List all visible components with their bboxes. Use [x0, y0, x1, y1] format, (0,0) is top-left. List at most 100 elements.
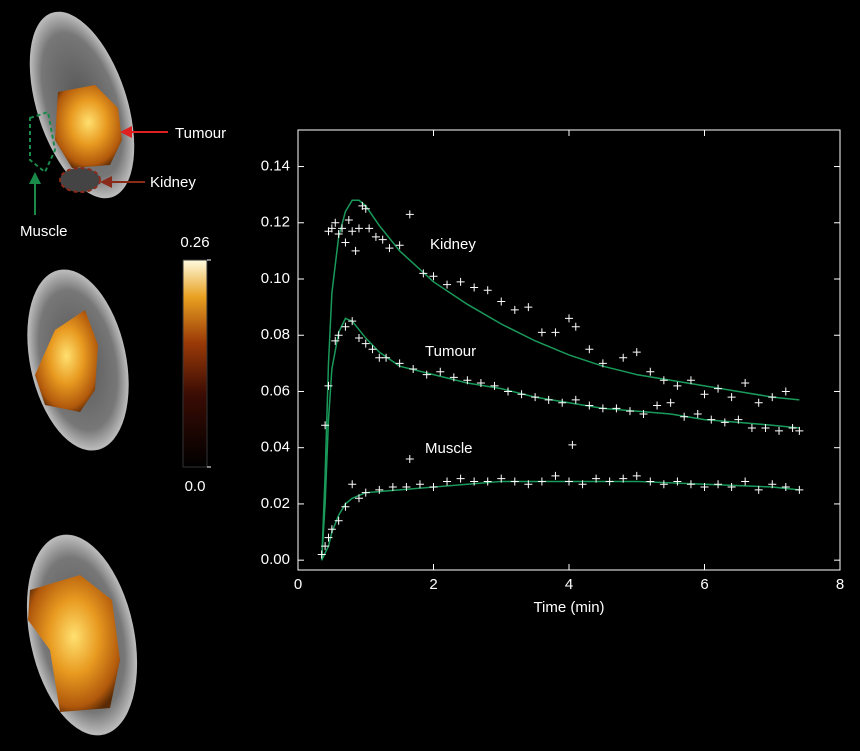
data-point	[646, 367, 655, 376]
y-tick-label: 0.12	[261, 214, 290, 231]
colorbar-label: 0.26	[180, 234, 209, 251]
data-point	[443, 477, 452, 486]
colorbar	[182, 259, 208, 468]
region-label: Muscle	[20, 223, 68, 240]
data-point	[483, 286, 492, 295]
data-point	[592, 474, 601, 483]
fit-line	[320, 199, 800, 561]
data-point	[551, 471, 560, 480]
data-point	[605, 477, 614, 486]
mri-slice	[29, 11, 135, 199]
data-point	[470, 283, 479, 292]
data-point	[700, 390, 709, 399]
data-point	[344, 215, 353, 224]
data-point	[449, 373, 458, 382]
data-point	[598, 404, 607, 413]
data-point	[327, 525, 336, 534]
data-point	[395, 241, 404, 250]
data-point	[673, 477, 682, 486]
data-point	[727, 393, 736, 402]
data-point	[565, 477, 573, 486]
x-tick-label: 4	[565, 576, 573, 593]
data-point	[578, 480, 587, 489]
data-point	[619, 353, 628, 362]
data-point	[331, 336, 340, 345]
data-point	[568, 440, 577, 449]
data-point	[524, 480, 533, 489]
data-point	[324, 533, 333, 542]
data-point	[632, 471, 641, 480]
data-point	[768, 393, 777, 402]
data-point	[537, 328, 546, 337]
data-point	[331, 218, 340, 227]
data-point	[402, 483, 411, 492]
data-point	[781, 387, 790, 396]
x-tick-label: 2	[429, 576, 437, 593]
data-point	[375, 485, 384, 494]
data-point	[666, 398, 675, 407]
data-point	[693, 409, 702, 418]
y-tick-label: 0.06	[261, 382, 290, 399]
data-point	[510, 305, 519, 314]
data-point	[714, 384, 723, 393]
data-point	[537, 477, 546, 486]
data-point	[436, 367, 445, 376]
data-point	[334, 331, 343, 340]
data-point	[619, 474, 628, 483]
data-point	[429, 483, 438, 492]
data-point	[727, 483, 736, 492]
data-point	[625, 407, 634, 416]
data-point	[422, 370, 431, 379]
data-point	[341, 238, 350, 247]
data-point	[371, 232, 380, 241]
data-point	[551, 328, 560, 337]
data-point	[768, 480, 777, 489]
y-tick-label: 0.04	[261, 439, 290, 456]
data-point	[348, 480, 357, 489]
data-point	[720, 418, 729, 427]
data-point	[504, 387, 513, 396]
data-point	[531, 393, 540, 402]
data-point	[415, 480, 424, 489]
data-point	[761, 424, 770, 433]
data-point	[354, 494, 363, 503]
y-tick-label: 0.00	[261, 551, 290, 568]
data-point	[470, 477, 479, 486]
data-point	[354, 224, 363, 233]
data-point	[361, 204, 370, 213]
data-point	[714, 480, 723, 489]
data-point	[754, 485, 763, 494]
data-point	[734, 415, 743, 424]
data-point	[754, 398, 763, 407]
data-point	[463, 376, 472, 385]
data-point	[378, 235, 387, 244]
data-point	[321, 421, 330, 430]
data-point	[490, 381, 499, 390]
y-tick-label: 0.14	[261, 158, 290, 175]
data-point	[673, 381, 682, 390]
data-point	[524, 303, 533, 312]
data-point	[741, 379, 750, 388]
y-tick-label: 0.02	[261, 495, 290, 512]
data-point	[443, 280, 452, 289]
data-point	[639, 409, 648, 418]
colorbar-label: 0.0	[185, 478, 206, 495]
data-point	[351, 246, 360, 255]
data-point	[354, 334, 363, 343]
data-point	[341, 322, 350, 331]
data-point	[317, 550, 326, 559]
data-point	[747, 424, 756, 433]
data-point	[585, 345, 594, 354]
data-point	[395, 359, 404, 368]
data-point	[483, 477, 492, 486]
data-point	[565, 314, 573, 323]
data-point	[741, 477, 750, 486]
data-point	[375, 353, 384, 362]
x-tick-label: 8	[836, 576, 844, 593]
arrow	[29, 126, 168, 215]
data-point	[361, 339, 370, 348]
data-point	[795, 426, 804, 435]
data-point	[382, 353, 391, 362]
data-point	[571, 322, 580, 331]
data-point	[338, 224, 347, 233]
